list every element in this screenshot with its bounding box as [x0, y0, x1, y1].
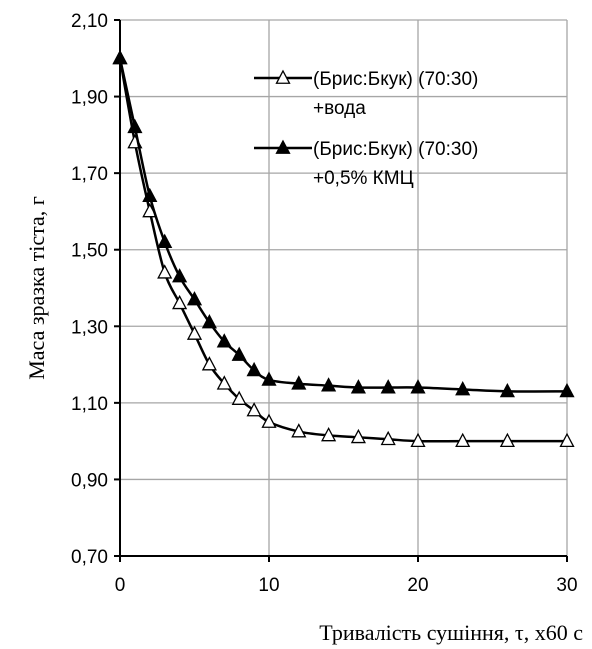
data-point: [172, 294, 188, 310]
data-point: [291, 375, 307, 390]
legend-label: +0,5% КМЦ: [313, 168, 414, 189]
legend-label: (Брис:Бкук) (70:30): [313, 139, 478, 160]
series-2: [112, 49, 575, 398]
data-point: [216, 375, 232, 390]
legend: (Брис:Бкук) (70:30)+вода(Брис:Бкук) (70:…: [254, 69, 478, 189]
y-tick-label: 1,10: [71, 394, 108, 415]
data-point: [321, 426, 337, 442]
data-point: [559, 382, 575, 398]
legend-entry-2: (Брис:Бкук) (70:30) +0,5% КМЦ: [254, 139, 478, 189]
data-point: [261, 413, 277, 428]
data-point: [350, 428, 366, 444]
data-point: [216, 333, 232, 348]
data-point: [410, 379, 426, 394]
data-point: [559, 432, 575, 448]
legend-entry-1: (Брис:Бкук) (70:30) +вода: [254, 69, 478, 119]
series-group: [112, 49, 575, 448]
data-point: [499, 382, 515, 398]
y-axis-title: Маса зразка тіста, г: [24, 196, 49, 380]
data-point: [231, 346, 247, 361]
data-point: [380, 379, 396, 394]
legend-label: +вода: [313, 98, 366, 119]
data-point: [112, 49, 128, 65]
data-point: [142, 187, 158, 203]
data-point: [291, 423, 307, 438]
y-tick-label: 2,10: [71, 11, 108, 32]
x-tick-label: 0: [115, 575, 126, 596]
y-tick-label: 0,70: [71, 547, 108, 568]
data-point: [231, 390, 247, 405]
x-tick-label: 10: [258, 575, 279, 596]
data-point: [455, 381, 471, 396]
data-point: [380, 430, 396, 446]
data-point: [321, 377, 337, 392]
data-point: [172, 268, 188, 283]
data-point: [201, 314, 217, 329]
y-tick-label: 0,90: [71, 470, 108, 491]
data-point: [201, 356, 217, 371]
data-point: [186, 325, 203, 340]
data-point: [127, 118, 143, 134]
data-point: [410, 432, 426, 448]
data-point: [246, 361, 262, 377]
y-tick-label: 1,70: [71, 164, 108, 185]
data-point: [186, 291, 203, 306]
data-point: [157, 264, 173, 279]
data-point: [350, 379, 366, 394]
x-tick-label: 20: [407, 575, 428, 596]
y-tick-label: 1,90: [71, 88, 108, 109]
legend-label: (Брис:Бкук) (70:30): [313, 69, 478, 90]
data-point: [246, 402, 262, 417]
data-point: [455, 432, 471, 448]
series-1: [112, 49, 575, 448]
data-point: [261, 371, 277, 386]
legend-marker: [275, 69, 291, 84]
y-tick-label: 1,30: [71, 317, 108, 338]
y-tick-label: 1,50: [71, 241, 108, 262]
data-point: [499, 432, 515, 448]
tick-labels: 0,70 0,90 1,10 1,30 1,50 1,70 1,90 2,10 0 10 20 30: [71, 11, 578, 596]
axes: [114, 19, 568, 562]
x-tick-label: 30: [556, 575, 577, 596]
x-axis-title: Тривалість сушіння, τ, х60 с: [319, 620, 583, 645]
legend-marker: [275, 139, 291, 154]
data-point: [157, 233, 173, 248]
